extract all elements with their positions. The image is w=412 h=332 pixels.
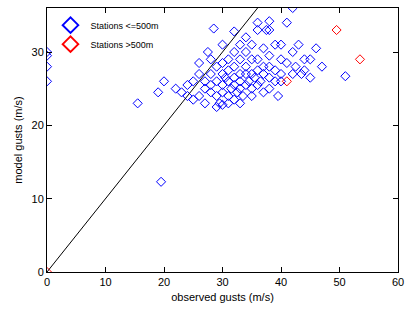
svg-text:0: 0 xyxy=(44,276,50,288)
svg-text:50: 50 xyxy=(333,276,345,288)
svg-text:model gusts (m/s): model gusts (m/s) xyxy=(12,96,24,183)
svg-text:30: 30 xyxy=(216,276,228,288)
svg-text:Stations <=500m: Stations <=500m xyxy=(91,21,159,31)
svg-text:60: 60 xyxy=(392,276,404,288)
svg-text:Stations >500m: Stations >500m xyxy=(91,40,154,50)
svg-text:10: 10 xyxy=(32,193,44,205)
svg-text:20: 20 xyxy=(32,119,44,131)
svg-text:0: 0 xyxy=(38,266,44,278)
svg-text:observed gusts (m/s): observed gusts (m/s) xyxy=(171,291,274,303)
svg-text:30: 30 xyxy=(32,46,44,58)
svg-text:20: 20 xyxy=(158,276,170,288)
svg-text:10: 10 xyxy=(99,276,111,288)
svg-text:40: 40 xyxy=(275,276,287,288)
